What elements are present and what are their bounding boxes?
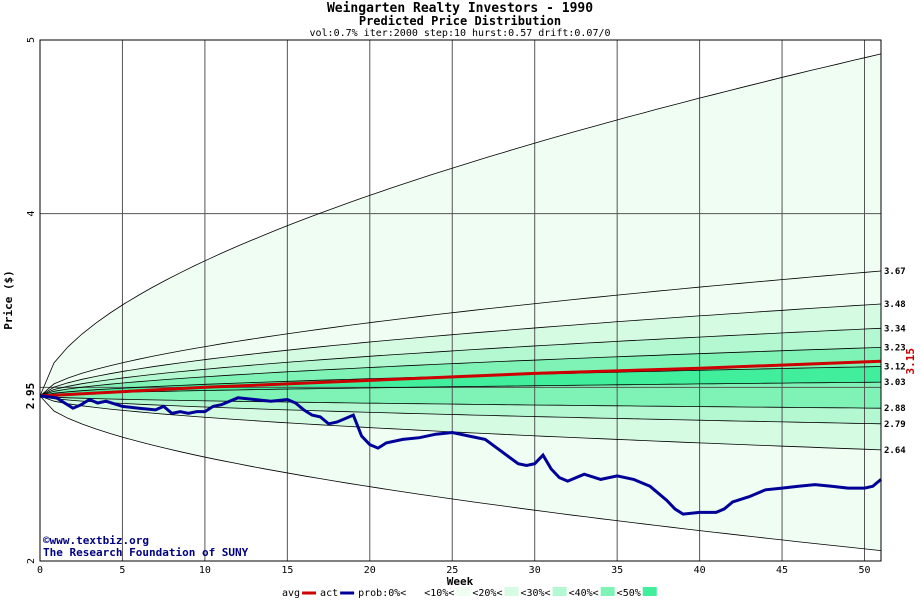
- x-tick-label: 5: [119, 565, 125, 576]
- legend-label: prob:0%<: [358, 588, 406, 599]
- legend-swatch-box: [600, 587, 615, 596]
- legend-swatch-box: [552, 587, 567, 596]
- percentile-boundary: [39, 303, 882, 397]
- actual-price-line: [39, 394, 882, 516]
- x-tick-labels: 0 5 10 15 20 25 30 35 40 45 50: [37, 565, 871, 576]
- x-axis-label: Week: [447, 575, 474, 588]
- legend-swatch-box: [456, 587, 471, 596]
- legend-swatch-box: [504, 587, 519, 596]
- x-tick-label: 20: [364, 565, 376, 576]
- legend-label: <20%<: [472, 588, 502, 599]
- right-label: 3.03: [884, 378, 906, 388]
- x-tick-label: 30: [529, 565, 541, 576]
- start-price-label: 2.95: [24, 383, 37, 410]
- x-tick-label: 40: [694, 565, 706, 576]
- avg-line: [39, 359, 882, 398]
- chart-title: Weingarten Realty Investors - 1990: [327, 1, 593, 16]
- percentile-boundary: [39, 381, 882, 397]
- legend-swatch-box: [408, 587, 423, 596]
- right-label: 2.88: [884, 404, 906, 414]
- probability-bands: [40, 53, 881, 551]
- right-label: 2.64: [884, 446, 906, 456]
- x-tick-label: 50: [858, 565, 870, 576]
- legend-label: avg: [282, 588, 300, 599]
- x-tick-label: 10: [199, 565, 211, 576]
- legend-label: <40%<: [569, 588, 599, 599]
- right-label: 3.12: [884, 362, 906, 372]
- percentile-boundary: [39, 270, 882, 397]
- percentile-boundary: [39, 395, 882, 425]
- chart-subtitle: Predicted Price Distribution: [359, 14, 561, 28]
- percentile-boundary: [39, 395, 882, 551]
- x-tick-label: 15: [281, 565, 293, 576]
- right-label: 3.23: [884, 343, 906, 353]
- percentile-boundary: [39, 327, 882, 397]
- end-price-label: 3.15: [904, 348, 917, 375]
- y-axis-label: Price ($): [2, 270, 15, 330]
- legend-label: <10%<: [424, 588, 454, 599]
- credit-website: ©www.textbiz.org: [43, 534, 149, 547]
- simulation-params: vol:0.7% iter:2000 step:10 hurst:0.57 dr…: [309, 28, 610, 39]
- x-tick-label: 25: [446, 565, 458, 576]
- right-percentile-labels: 3.67 3.48 3.34 3.23 3.12 3.03 2.88 2.79 2.64: [884, 267, 906, 456]
- y-tick-label: 5: [26, 37, 37, 43]
- right-label: 3.67: [884, 267, 906, 277]
- legend: avg act prob:0%< <10%< <20%< <30%< <40%< <50%: [282, 587, 657, 599]
- probability-band-0: [40, 366, 881, 396]
- legend-label: <30%<: [520, 588, 550, 599]
- legend-swatch-box: [642, 587, 657, 596]
- x-tick-label: 0: [37, 565, 43, 576]
- percentile-boundary: [39, 395, 882, 409]
- credit-organization: The Research Foundation of SUNY: [43, 546, 249, 559]
- percentile-boundary: [39, 347, 882, 397]
- right-label: 3.48: [884, 300, 906, 310]
- right-label: 3.34: [884, 324, 906, 334]
- legend-label: act: [320, 588, 338, 599]
- plot-frame: [39, 39, 882, 562]
- right-label: 2.79: [884, 420, 906, 430]
- x-tick-label: 35: [611, 565, 623, 576]
- legend-label: <50%: [617, 588, 641, 599]
- percentile-boundary: [39, 53, 882, 397]
- y-tick-label: 4: [26, 211, 37, 217]
- percentile-boundary: [39, 395, 882, 451]
- y-tick-label: 2: [26, 558, 37, 564]
- y-tick-labels: 2 4 5: [26, 37, 37, 564]
- x-tick-label: 45: [776, 565, 788, 576]
